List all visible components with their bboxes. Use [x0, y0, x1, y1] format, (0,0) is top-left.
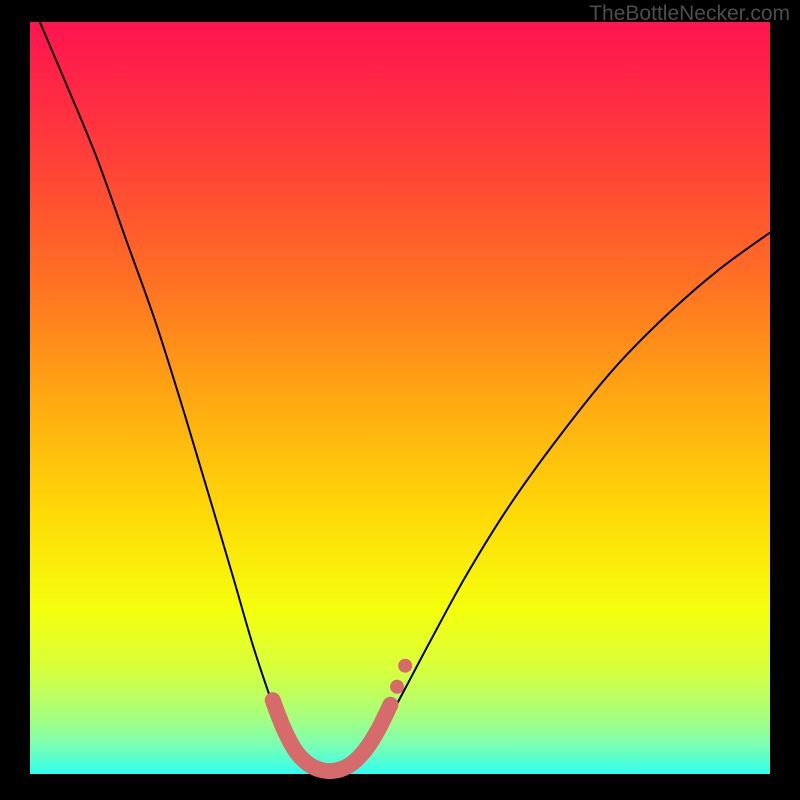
- optimal-range-dot: [398, 659, 412, 673]
- attribution-label: TheBottleNecker.com: [589, 2, 790, 26]
- chart-container: TheBottleNecker.com: [0, 0, 800, 800]
- bottleneck-chart: [0, 0, 800, 800]
- optimal-range-dot: [390, 680, 404, 694]
